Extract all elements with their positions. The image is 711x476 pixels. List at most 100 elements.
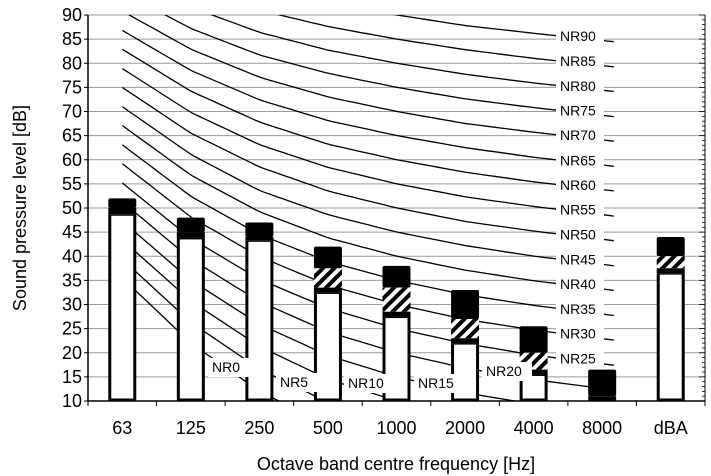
bar-black-band — [519, 369, 548, 375]
bar-black-band — [382, 311, 411, 317]
nr-label-nr75: NR75 — [560, 103, 596, 119]
bars — [108, 198, 685, 401]
nr-curve-nr70 — [127, 15, 614, 142]
y-tick-label: 50 — [62, 198, 82, 218]
x-tick-label: 250 — [244, 418, 274, 438]
bar-hatched-segment — [313, 268, 342, 288]
nr-label-bg — [556, 349, 604, 367]
x-tick-label: 63 — [112, 418, 132, 438]
y-tick-label: 90 — [62, 5, 82, 25]
nr-label-bg — [556, 275, 604, 293]
nr-curve-nr85 — [276, 15, 614, 68]
nr-label-nr20: NR20 — [486, 363, 522, 379]
y-tick-label: 20 — [62, 343, 82, 363]
nr-label-bg — [414, 374, 464, 393]
nr-label-bg — [556, 126, 604, 144]
x-tick-label: 8000 — [582, 418, 622, 438]
y-tick-label: 70 — [62, 102, 82, 122]
bar-125 — [176, 217, 205, 401]
nr-label-nr65: NR65 — [560, 152, 596, 168]
y-tick-label: 60 — [62, 150, 82, 170]
bar-dBA — [656, 236, 685, 401]
nr-label-nr55: NR55 — [560, 202, 596, 218]
bar-black-band — [451, 338, 480, 344]
nr-label-bg — [556, 76, 604, 94]
nr-label-bg — [344, 374, 394, 393]
nr-curve-nr65 — [121, 29, 614, 167]
nr-label-bg — [556, 52, 604, 70]
nr-label-nr90: NR90 — [560, 28, 596, 44]
nr-label-bg — [556, 151, 604, 169]
axes — [84, 14, 706, 406]
bar-white-segment — [659, 274, 682, 399]
y-tick-labels: 10 15 20 25 30 35 40 45 50 55 60 65 70 75 80 85 90 — [62, 5, 82, 411]
nr-label-nr40: NR40 — [560, 276, 596, 292]
bar-white-segment — [316, 293, 339, 399]
y-tick-label: 10 — [62, 391, 82, 411]
nr-labels: NR25 NR30 NR35 NR40 NR45 NR50 NR55 NR60 NR65 NR70… — [208, 27, 604, 393]
bar-black-band — [313, 287, 342, 293]
nr-curve-nr75 — [163, 15, 614, 118]
y-tick-label: 55 — [62, 174, 82, 194]
nr-label-nr45: NR45 — [560, 251, 596, 267]
nr-label-nr25: NR25 — [560, 351, 596, 367]
bar-top-black — [108, 198, 137, 208]
bar-hatched-segment — [656, 256, 685, 269]
y-tick-label: 25 — [62, 319, 82, 339]
nr-label-nr15: NR15 — [418, 375, 454, 391]
nr-label-bg — [556, 101, 604, 119]
nr-curve-nr90 — [393, 15, 614, 43]
bar-63 — [108, 198, 137, 401]
nr-label-nr5: NR5 — [280, 374, 308, 390]
bar-top-black — [245, 222, 274, 237]
y-tick-label: 80 — [62, 53, 82, 73]
nr-curve-nr55 — [121, 68, 614, 217]
bar-top-black — [313, 246, 342, 269]
bar-top-black — [382, 265, 411, 288]
bar-8000 — [588, 369, 617, 401]
nr-label-nr35: NR35 — [560, 301, 596, 317]
nr-label-nr70: NR70 — [560, 127, 596, 143]
nr-label-bg — [556, 299, 604, 317]
nr-label-bg — [556, 27, 604, 45]
nr-curve-nr35 — [121, 144, 614, 317]
x-tick-label: 500 — [313, 418, 343, 438]
bar-top-black — [519, 326, 548, 353]
x-tick-label: 1000 — [376, 418, 416, 438]
bar-hatched-segment — [382, 287, 411, 312]
nr-label-nr0: NR0 — [212, 359, 240, 375]
nr-label-nr10: NR10 — [348, 375, 384, 391]
nr-label-nr80: NR80 — [560, 78, 596, 94]
nr-label-bg — [556, 324, 604, 342]
bar-black-band — [245, 236, 274, 241]
nr-label-bg — [482, 362, 532, 381]
y-tick-label: 35 — [62, 270, 82, 290]
y-tick-label: 15 — [62, 367, 82, 387]
x-tick-label: dBA — [654, 418, 688, 438]
bar-black-band — [656, 268, 685, 274]
bar-white-segment — [522, 375, 545, 399]
nr-label-nr60: NR60 — [560, 177, 596, 193]
nr-label-nr85: NR85 — [560, 53, 596, 69]
nr-label-bg — [556, 250, 604, 268]
bar-black-band — [108, 208, 137, 215]
nr-curve-nr45 — [121, 106, 614, 267]
nr-label-nr50: NR50 — [560, 226, 596, 242]
y-tick-label: 75 — [62, 77, 82, 97]
nr-label-bg — [556, 225, 604, 243]
x-tick-labels: 63 125 250 500 1000 2000 4000 8000 dBA — [112, 418, 687, 438]
x-tick-label: 125 — [176, 418, 206, 438]
y-tick-label: 65 — [62, 126, 82, 146]
y-tick-label: 40 — [62, 246, 82, 266]
nr-label-bg — [208, 358, 258, 377]
nr-label-bg — [556, 175, 604, 193]
bar-black-band — [176, 232, 205, 238]
nr-label-nr30: NR30 — [560, 325, 596, 341]
x-tick-label: 2000 — [445, 418, 485, 438]
y-tick-label: 30 — [62, 295, 82, 315]
bar-hatched-segment — [451, 318, 480, 339]
bar-top-black — [588, 369, 617, 397]
y-axis-title: Sound pressure level [dB] — [10, 105, 30, 311]
bar-top-black — [451, 290, 480, 319]
